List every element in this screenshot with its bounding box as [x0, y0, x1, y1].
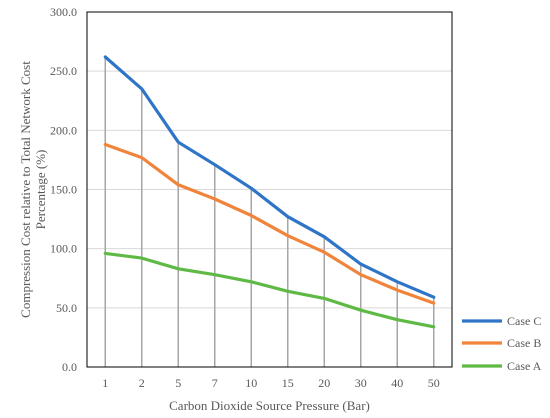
series-line-case-b [105, 145, 434, 304]
y-tick-label: 150.0 [50, 183, 77, 197]
legend-label: Case A [507, 359, 542, 373]
x-tick-label: 40 [391, 376, 403, 390]
x-tick-label: 50 [428, 376, 440, 390]
x-axis-title: Carbon Dioxide Source Pressure (Bar) [169, 398, 370, 413]
y-axis-title-line: Percentage (%) [33, 150, 48, 230]
y-tick-label: 50.0 [56, 301, 77, 315]
y-tick-label: 0.0 [62, 360, 77, 374]
y-axis-ticks: 0.0 50.0 100.0 150.0 200.0 250.0 300.0 [50, 5, 77, 374]
legend: Case C Case B Case A [462, 314, 542, 373]
drop-lines [105, 57, 434, 367]
y-tick-label: 200.0 [50, 123, 77, 137]
y-axis-title-line: Compression Cost relative to Total Netwo… [18, 61, 33, 318]
y-tick-label: 250.0 [50, 64, 77, 78]
series-line-case-a [105, 253, 434, 326]
x-tick-label: 2 [139, 376, 145, 390]
y-axis-title: Compression Cost relative to Total Netwo… [18, 61, 48, 318]
x-tick-label: 20 [318, 376, 330, 390]
y-tick-label: 100.0 [50, 242, 77, 256]
series-lines [105, 57, 434, 327]
x-tick-label: 10 [245, 376, 257, 390]
x-tick-label: 30 [355, 376, 367, 390]
x-axis-ticks: 1 2 5 7 10 15 20 30 40 50 [102, 376, 440, 390]
x-tick-label: 1 [102, 376, 108, 390]
x-tick-label: 5 [175, 376, 181, 390]
x-tick-label: 7 [212, 376, 218, 390]
x-tick-label: 15 [282, 376, 294, 390]
y-tick-label: 300.0 [50, 5, 77, 19]
legend-label: Case C [507, 314, 541, 328]
legend-label: Case B [507, 336, 541, 350]
